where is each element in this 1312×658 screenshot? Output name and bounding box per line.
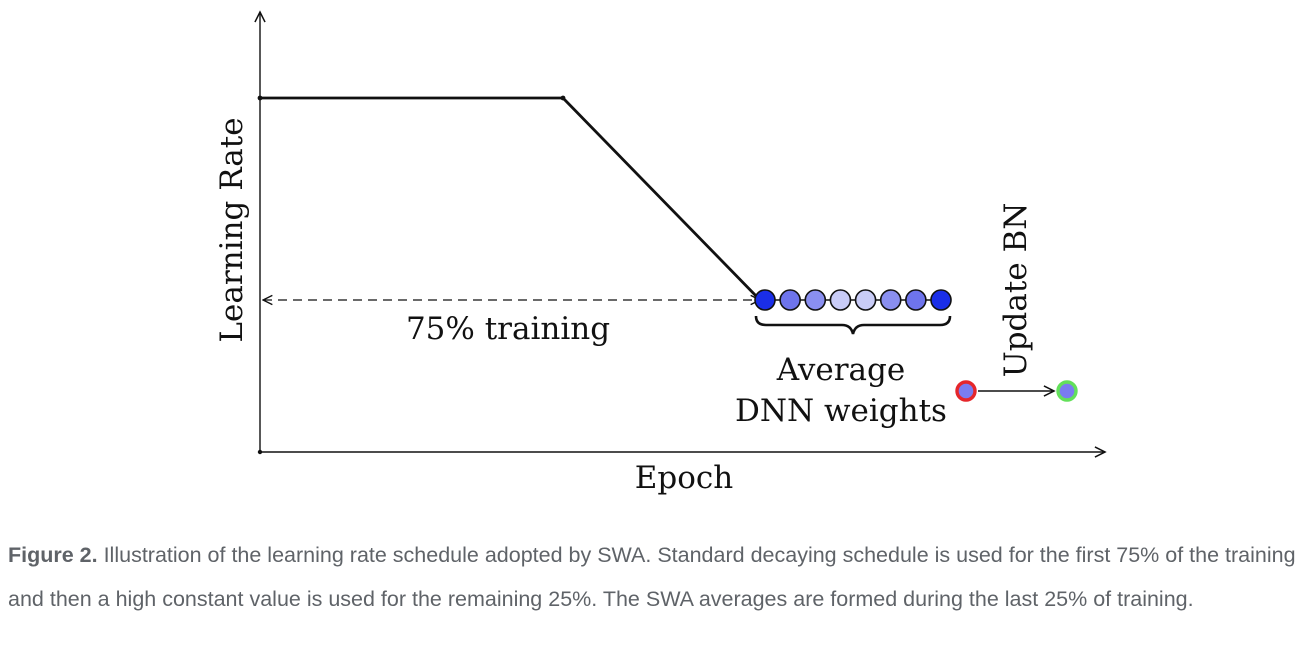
average-label-line2: DNN weights bbox=[735, 393, 947, 429]
swa-diagram: 75% training Average DNN weights Update … bbox=[214, 0, 1312, 496]
bn-updated-dot bbox=[1056, 380, 1078, 402]
origin-dot bbox=[257, 449, 263, 455]
swa-weights-dot bbox=[955, 380, 977, 402]
weight-snapshot-7 bbox=[905, 289, 927, 311]
weight-snapshot-6 bbox=[879, 289, 902, 311]
weight-snapshot-3 bbox=[804, 289, 827, 311]
training-span-label: 75% training bbox=[406, 311, 610, 347]
weight-snapshot-1 bbox=[754, 289, 776, 311]
schedule-start-dot bbox=[257, 95, 263, 101]
weight-snapshot-8 bbox=[930, 289, 952, 311]
weight-snapshots bbox=[754, 289, 952, 311]
average-brace bbox=[754, 315, 952, 335]
y-axis-label: Learning Rate bbox=[214, 117, 250, 342]
update-bn-label: Update BN bbox=[998, 203, 1034, 378]
x-axis-label: Epoch bbox=[635, 460, 733, 496]
weight-snapshot-2 bbox=[779, 289, 801, 311]
figure-label: Figure 2. bbox=[8, 543, 98, 567]
learning-rate-curve bbox=[260, 96, 762, 301]
weight-snapshot-5 bbox=[854, 289, 877, 311]
figure-caption: Figure 2. Illustration of the learning r… bbox=[8, 533, 1308, 621]
average-label-line1: Average bbox=[776, 352, 905, 388]
weight-snapshot-4 bbox=[829, 289, 852, 311]
caption-text: Illustration of the learning rate schedu… bbox=[8, 543, 1296, 611]
schedule-knee-dot bbox=[560, 95, 566, 101]
